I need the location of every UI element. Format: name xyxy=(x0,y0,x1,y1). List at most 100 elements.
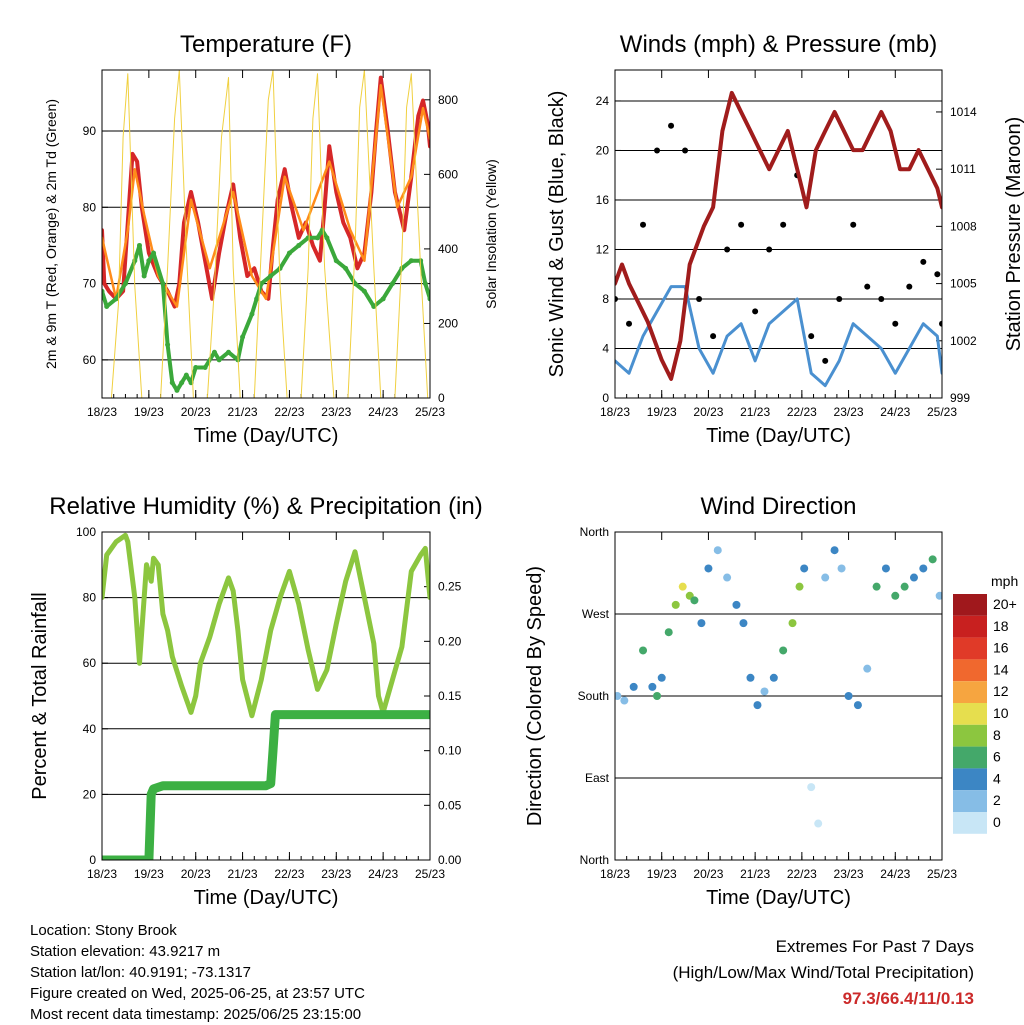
y2-tick-label: 0 xyxy=(438,391,445,405)
y-tick-label: 100 xyxy=(76,525,96,539)
x-tick-label: 24/23 xyxy=(368,867,398,881)
direction-point xyxy=(697,619,706,628)
y2-tick-label: 999 xyxy=(950,391,970,405)
series-point-gust xyxy=(906,283,913,290)
series-point-gust xyxy=(766,246,773,253)
legend-swatch xyxy=(953,724,987,747)
legend-label: 8 xyxy=(993,727,1001,743)
series-line-relative-humidity xyxy=(102,532,430,719)
direction-point xyxy=(919,564,928,573)
legend-swatch xyxy=(953,746,987,769)
direction-point xyxy=(795,582,804,591)
y2-tick-label: 1005 xyxy=(950,277,977,291)
direction-point xyxy=(807,783,816,792)
y-axis-label: Sonic Wind & Gust (Blue, Black) xyxy=(546,91,568,378)
series-point-gust xyxy=(696,295,703,302)
direction-point xyxy=(872,582,881,591)
plot-frame xyxy=(614,69,943,399)
y-tick-label: South xyxy=(578,689,609,703)
x-tick-label: 19/23 xyxy=(647,405,677,419)
y-axis-label: 2m & 9m T (Red, Orange) & 2m Td (Green) xyxy=(43,99,59,369)
series-line-solar-insolation xyxy=(110,70,429,398)
series-point-gust xyxy=(640,221,647,228)
plot-frame xyxy=(614,531,943,861)
plot-frame xyxy=(101,531,431,861)
y2-tick-label: 1014 xyxy=(950,105,977,119)
series-line-9m-t xyxy=(102,84,430,308)
direction-point xyxy=(881,564,890,573)
y-tick-label: 80 xyxy=(83,200,97,214)
series-point-gust xyxy=(724,246,731,253)
y-tick-label: 70 xyxy=(83,277,97,291)
x-axis-label: Time (Day/UTC) xyxy=(194,887,339,909)
series-point-gust xyxy=(934,271,941,278)
legend-label: 4 xyxy=(993,770,1001,786)
y-tick-label: 20 xyxy=(83,787,97,801)
y2-tick-label: 0.20 xyxy=(438,634,462,648)
series-point-gust xyxy=(850,221,857,228)
x-tick-label: 18/23 xyxy=(600,867,630,881)
legend-swatch xyxy=(953,615,987,638)
series-line-station-pressure xyxy=(615,90,942,381)
series-point-gust xyxy=(626,320,633,327)
x-tick-label: 25/23 xyxy=(927,867,957,881)
legend-swatch xyxy=(953,703,987,725)
x-tick-label: 21/23 xyxy=(228,405,258,419)
recent-text: Most recent data timestamp: 2025/06/25 2… xyxy=(30,1006,362,1023)
legend-label: 10 xyxy=(993,705,1009,721)
direction-point xyxy=(788,619,797,628)
y-axis-label: Direction (Colored By Speed) xyxy=(524,566,546,826)
y-tick-label: East xyxy=(585,771,610,785)
x-tick-label: 25/23 xyxy=(415,867,445,881)
series-point-gust xyxy=(864,283,871,290)
x-tick-label: 22/23 xyxy=(787,405,817,419)
x-axis-label: Time (Day/UTC) xyxy=(706,425,851,447)
y-tick-label: 16 xyxy=(596,193,610,207)
legend-label: 20+ xyxy=(993,596,1017,612)
direction-point xyxy=(928,555,937,564)
legend-swatch xyxy=(953,812,987,834)
direction-point xyxy=(863,664,872,673)
location-text: Location: Stony Brook xyxy=(30,922,177,939)
series-point-gust xyxy=(738,221,745,228)
series-point-gust xyxy=(878,295,885,302)
x-tick-label: 18/23 xyxy=(600,405,630,419)
y2-tick-label: 1008 xyxy=(950,219,977,233)
legend-title: mph xyxy=(991,573,1018,589)
direction-point xyxy=(753,701,762,710)
legend-label: 6 xyxy=(993,749,1001,765)
x-tick-label: 20/23 xyxy=(693,867,723,881)
legend-label: 14 xyxy=(993,661,1009,677)
x-tick-label: 23/23 xyxy=(834,867,864,881)
direction-point xyxy=(844,692,853,700)
direction-point xyxy=(814,819,823,828)
x-tick-label: 22/23 xyxy=(274,867,304,881)
y-tick-label: 80 xyxy=(83,591,97,605)
legend-label: 16 xyxy=(993,640,1009,656)
series-line-total-rainfall xyxy=(102,710,430,860)
y-tick-label: 24 xyxy=(596,94,610,108)
y2-tick-label: 0.15 xyxy=(438,689,462,703)
direction-point xyxy=(671,600,680,609)
chart-title: Relative Humidity (%) & Precipitation (i… xyxy=(49,493,482,520)
direction-point xyxy=(821,573,830,582)
direction-point xyxy=(657,673,666,682)
x-tick-label: 24/23 xyxy=(880,867,910,881)
y-tick-label: 0 xyxy=(89,853,96,867)
x-tick-label: 24/23 xyxy=(880,405,910,419)
y2-tick-label: 0.25 xyxy=(438,580,462,594)
x-tick-label: 20/23 xyxy=(693,405,723,419)
x-tick-label: 24/23 xyxy=(368,405,398,419)
x-tick-label: 19/23 xyxy=(134,405,164,419)
x-axis-label: Time (Day/UTC) xyxy=(706,887,851,909)
x-tick-label: 20/23 xyxy=(181,867,211,881)
series-point-gust xyxy=(939,320,942,327)
chart-panel-0: 60 70 80 90 0 200 400 600 800 18/23 19/23 20/23 21/2… xyxy=(43,31,499,447)
legend-swatch xyxy=(953,594,987,616)
y2-tick-label: 600 xyxy=(438,167,458,181)
direction-point xyxy=(653,692,662,700)
y2-tick-label: 1011 xyxy=(950,162,976,176)
series-point-gust xyxy=(808,333,815,340)
x-tick-label: 18/23 xyxy=(87,867,117,881)
